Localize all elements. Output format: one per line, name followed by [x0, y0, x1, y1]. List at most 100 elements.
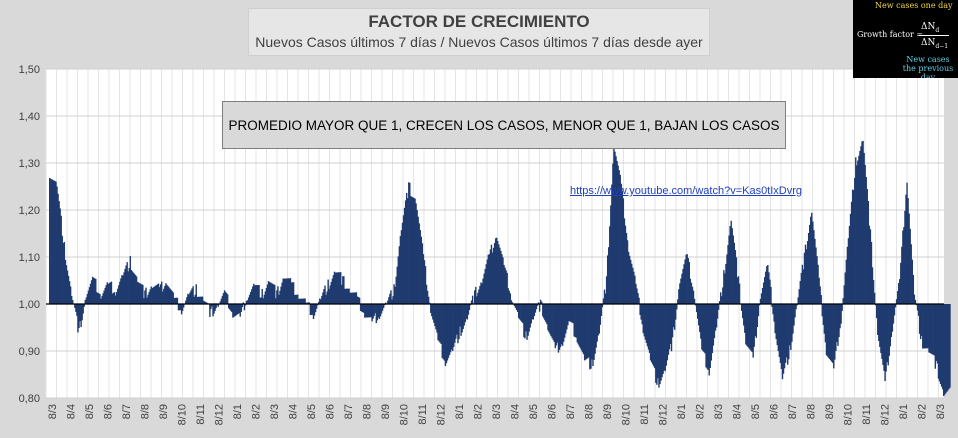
- data-bar: [780, 304, 783, 369]
- data-bar: [368, 304, 370, 318]
- data-bar: [815, 247, 817, 304]
- data-bar: [477, 292, 479, 304]
- data-bar: [641, 304, 643, 325]
- data-bar: [535, 304, 538, 310]
- data-bar: [289, 278, 292, 304]
- data-bar: [355, 292, 358, 304]
- data-bar: [291, 282, 294, 304]
- data-bar: [52, 179, 54, 304]
- data-bar: [246, 300, 249, 304]
- data-bar: [825, 304, 828, 356]
- data-bar: [748, 304, 750, 349]
- data-bar: [292, 282, 295, 304]
- data-bar: [626, 240, 629, 304]
- data-bar: [450, 304, 453, 350]
- data-bar: [946, 304, 948, 392]
- data-bar: [909, 228, 911, 304]
- data-bar: [423, 260, 426, 304]
- y-tick-label: 1,40: [19, 111, 40, 123]
- data-bar: [873, 292, 876, 304]
- data-bar: [372, 304, 374, 319]
- x-tick-label: 8/3: [935, 404, 947, 419]
- data-bar: [865, 176, 867, 304]
- data-bar: [593, 304, 595, 360]
- data-bar: [672, 304, 675, 328]
- data-bar: [536, 304, 539, 306]
- data-bar: [223, 290, 226, 304]
- data-bar: [124, 268, 126, 304]
- data-bar: [112, 292, 115, 304]
- data-bar: [117, 288, 119, 304]
- data-bar: [209, 304, 211, 318]
- data-bar: [521, 304, 523, 322]
- data-bar: [509, 293, 512, 304]
- data-bar: [655, 304, 657, 383]
- data-bar: [778, 304, 781, 358]
- data-bar: [546, 304, 548, 325]
- data-bar: [621, 190, 624, 304]
- x-tick-label: 8/6: [769, 404, 781, 419]
- data-bar: [467, 304, 470, 315]
- data-bar: [98, 293, 100, 304]
- data-bar: [703, 304, 705, 353]
- data-bar: [727, 244, 729, 304]
- chart-title: FACTOR DE CRECIMIENTO: [368, 12, 590, 31]
- x-tick-label: 8/11: [861, 404, 873, 425]
- data-bar: [713, 304, 716, 339]
- formula-left-label: Growth factor =: [857, 30, 924, 39]
- data-bar: [113, 292, 116, 304]
- data-bar: [433, 304, 435, 323]
- data-bar: [320, 299, 322, 304]
- data-bar: [923, 304, 925, 349]
- data-bar: [413, 197, 415, 304]
- data-bar: [118, 285, 120, 304]
- data-bar: [681, 273, 683, 304]
- data-bar: [643, 304, 646, 337]
- data-bar: [235, 304, 237, 316]
- data-bar: [187, 293, 189, 304]
- data-bar: [266, 284, 269, 304]
- data-bar: [746, 304, 748, 346]
- data-bar: [159, 284, 162, 304]
- data-bar: [855, 157, 857, 304]
- data-bar: [661, 304, 663, 378]
- data-bar: [190, 290, 192, 304]
- data-bar: [637, 293, 639, 304]
- data-bar: [799, 281, 801, 304]
- data-bar: [282, 278, 284, 304]
- data-bar: [671, 304, 674, 338]
- x-tick-label: 8/5: [528, 404, 540, 419]
- data-bar: [939, 304, 942, 385]
- data-bar: [548, 304, 550, 333]
- y-tick-label: 0,90: [19, 346, 40, 358]
- video-link[interactable]: https://www.youtube.com/watch?v=Kas0tIxD…: [570, 185, 803, 197]
- data-bar: [278, 294, 280, 304]
- data-bar: [288, 278, 291, 304]
- data-bar: [850, 201, 853, 304]
- data-bar: [685, 254, 687, 304]
- data-bar: [750, 304, 752, 351]
- data-bar: [905, 194, 907, 304]
- data-bar: [426, 290, 429, 304]
- data-bar: [233, 304, 235, 317]
- x-tick-label: 8/9: [158, 404, 170, 419]
- data-bar: [818, 277, 820, 304]
- data-bar: [69, 286, 72, 304]
- data-bar: [596, 304, 598, 342]
- data-bar: [483, 273, 485, 304]
- data-bar: [414, 198, 416, 304]
- data-bar: [516, 304, 519, 312]
- data-bar: [612, 163, 614, 304]
- data-bar: [664, 304, 666, 372]
- data-bar: [724, 273, 726, 304]
- data-bar: [869, 229, 872, 304]
- data-bar: [933, 304, 935, 356]
- data-bar: [717, 304, 720, 310]
- data-bar: [394, 286, 396, 304]
- data-bar: [75, 304, 77, 312]
- data-bar: [204, 301, 207, 304]
- data-bar: [393, 284, 395, 304]
- data-bar: [51, 179, 53, 304]
- data-bar: [170, 289, 172, 304]
- data-bar: [330, 281, 332, 304]
